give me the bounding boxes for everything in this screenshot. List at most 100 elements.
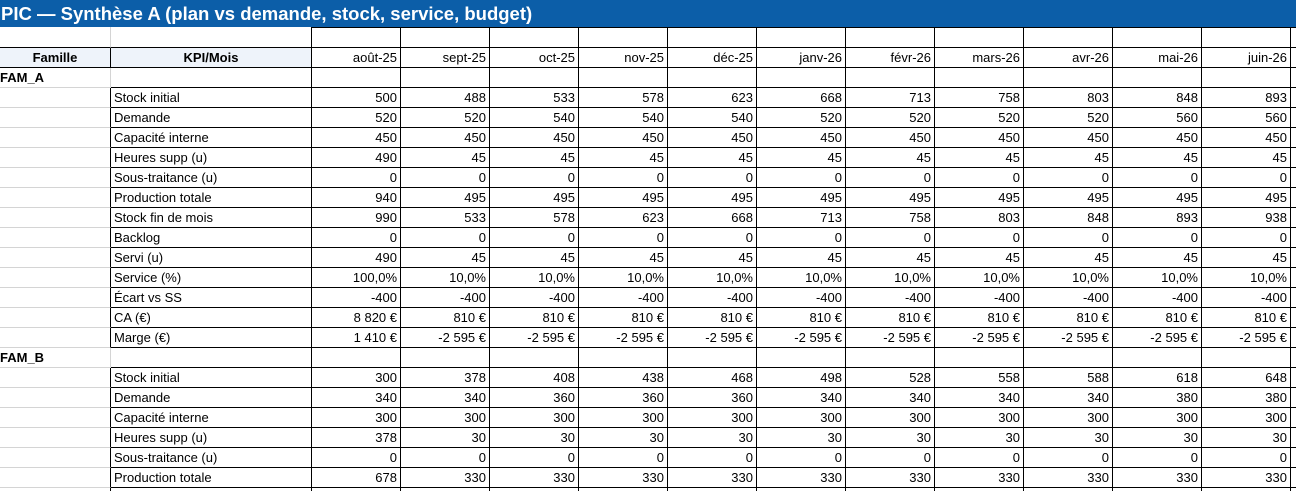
value-cell[interactable]: -2 595 €: [935, 328, 1024, 348]
value-cell[interactable]: 330: [935, 468, 1024, 488]
value-cell[interactable]: 300: [312, 408, 401, 428]
empty-cell[interactable]: [111, 27, 312, 48]
value-cell[interactable]: 340: [1024, 388, 1113, 408]
value-cell[interactable]: 990: [312, 208, 401, 228]
value-cell[interactable]: 0: [846, 168, 935, 188]
kpi-label[interactable]: Heures supp (u): [111, 428, 312, 448]
value-cell[interactable]: 468: [668, 368, 757, 388]
value-cell[interactable]: 803: [1024, 88, 1113, 108]
value-cell[interactable]: 803: [935, 208, 1024, 228]
value-cell[interactable]: 45: [1024, 248, 1113, 268]
value-cell[interactable]: 533: [490, 88, 579, 108]
empty-cell[interactable]: [401, 27, 490, 48]
value-cell[interactable]: -400: [401, 288, 490, 308]
value-cell[interactable]: -400: [935, 288, 1024, 308]
empty-cell[interactable]: [935, 68, 1024, 88]
value-cell[interactable]: 810 €: [668, 308, 757, 328]
value-cell[interactable]: -2 595 €: [490, 328, 579, 348]
value-cell[interactable]: 45: [1202, 148, 1291, 168]
kpi-label[interactable]: Demande: [111, 388, 312, 408]
value-cell[interactable]: 300: [312, 368, 401, 388]
month-header[interactable]: août-25: [312, 48, 401, 68]
value-cell[interactable]: 810 €: [757, 308, 846, 328]
empty-cell[interactable]: [111, 348, 312, 368]
empty-cell[interactable]: [1291, 208, 1296, 228]
kpi-label[interactable]: Stock initial: [111, 88, 312, 108]
value-cell[interactable]: 30: [401, 428, 490, 448]
famille-cell[interactable]: [0, 188, 111, 208]
empty-cell[interactable]: [1291, 348, 1296, 368]
value-cell[interactable]: 495: [1202, 188, 1291, 208]
value-cell[interactable]: 360: [579, 388, 668, 408]
empty-cell[interactable]: [935, 27, 1024, 48]
value-cell[interactable]: 618: [1113, 368, 1202, 388]
value-cell[interactable]: 45: [846, 148, 935, 168]
value-cell[interactable]: 300: [668, 408, 757, 428]
empty-cell[interactable]: [312, 68, 401, 88]
value-cell[interactable]: 45: [935, 148, 1024, 168]
value-cell[interactable]: 450: [490, 128, 579, 148]
value-cell[interactable]: -2 595 €: [579, 328, 668, 348]
value-cell[interactable]: 938: [1202, 208, 1291, 228]
value-cell[interactable]: 340: [312, 388, 401, 408]
value-cell[interactable]: 520: [312, 108, 401, 128]
value-cell[interactable]: 340: [846, 388, 935, 408]
empty-cell[interactable]: [1113, 348, 1202, 368]
month-header[interactable]: mai-26: [1113, 48, 1202, 68]
kpi-label[interactable]: Sous-traitance (u): [111, 448, 312, 468]
value-cell[interactable]: 378: [312, 428, 401, 448]
famille-cell[interactable]: [0, 308, 111, 328]
value-cell[interactable]: 495: [1113, 188, 1202, 208]
value-cell[interactable]: 30: [757, 428, 846, 448]
value-cell[interactable]: -2 595 €: [1113, 328, 1202, 348]
value-cell[interactable]: 10,0%: [846, 268, 935, 288]
value-cell[interactable]: 300: [1113, 408, 1202, 428]
value-cell[interactable]: 758: [846, 208, 935, 228]
kpi-label[interactable]: Marge (€): [111, 328, 312, 348]
value-cell[interactable]: -400: [757, 288, 846, 308]
empty-cell[interactable]: [490, 68, 579, 88]
family-label[interactable]: FAM_A: [0, 68, 111, 88]
value-cell[interactable]: 300: [579, 408, 668, 428]
value-cell[interactable]: 450: [312, 128, 401, 148]
empty-cell[interactable]: [846, 348, 935, 368]
value-cell[interactable]: 648: [1202, 368, 1291, 388]
value-cell[interactable]: 10,0%: [490, 268, 579, 288]
value-cell[interactable]: 578: [579, 88, 668, 108]
value-cell[interactable]: 810 €: [1113, 308, 1202, 328]
value-cell[interactable]: 0: [490, 228, 579, 248]
value-cell[interactable]: 30: [668, 428, 757, 448]
famille-cell[interactable]: [0, 388, 111, 408]
value-cell[interactable]: 0: [1024, 228, 1113, 248]
value-cell[interactable]: 10,0%: [1024, 268, 1113, 288]
month-header[interactable]: sept-25: [401, 48, 490, 68]
value-cell[interactable]: 450: [1024, 128, 1113, 148]
empty-cell[interactable]: [1291, 468, 1296, 488]
value-cell[interactable]: 45: [757, 248, 846, 268]
famille-cell[interactable]: [0, 468, 111, 488]
value-cell[interactable]: 330: [757, 468, 846, 488]
famille-cell[interactable]: [0, 88, 111, 108]
value-cell[interactable]: 30: [935, 428, 1024, 448]
empty-cell[interactable]: [1024, 27, 1113, 48]
value-cell[interactable]: 45: [846, 248, 935, 268]
famille-cell[interactable]: [0, 368, 111, 388]
value-cell[interactable]: -400: [312, 288, 401, 308]
empty-cell[interactable]: [1113, 68, 1202, 88]
value-cell[interactable]: 495: [668, 188, 757, 208]
value-cell[interactable]: 45: [1202, 248, 1291, 268]
value-cell[interactable]: 0: [1202, 168, 1291, 188]
value-cell[interactable]: 0: [312, 228, 401, 248]
month-header[interactable]: juin-26: [1202, 48, 1291, 68]
value-cell[interactable]: 45: [668, 248, 757, 268]
value-cell[interactable]: 45: [668, 148, 757, 168]
empty-cell[interactable]: [1202, 488, 1291, 491]
value-cell[interactable]: -2 595 €: [757, 328, 846, 348]
value-cell[interactable]: 713: [757, 208, 846, 228]
empty-cell[interactable]: [1291, 27, 1296, 48]
value-cell[interactable]: 1 410 €: [312, 328, 401, 348]
empty-cell[interactable]: [668, 68, 757, 88]
value-cell[interactable]: 340: [401, 388, 490, 408]
famille-cell[interactable]: [0, 408, 111, 428]
empty-cell[interactable]: [1113, 27, 1202, 48]
